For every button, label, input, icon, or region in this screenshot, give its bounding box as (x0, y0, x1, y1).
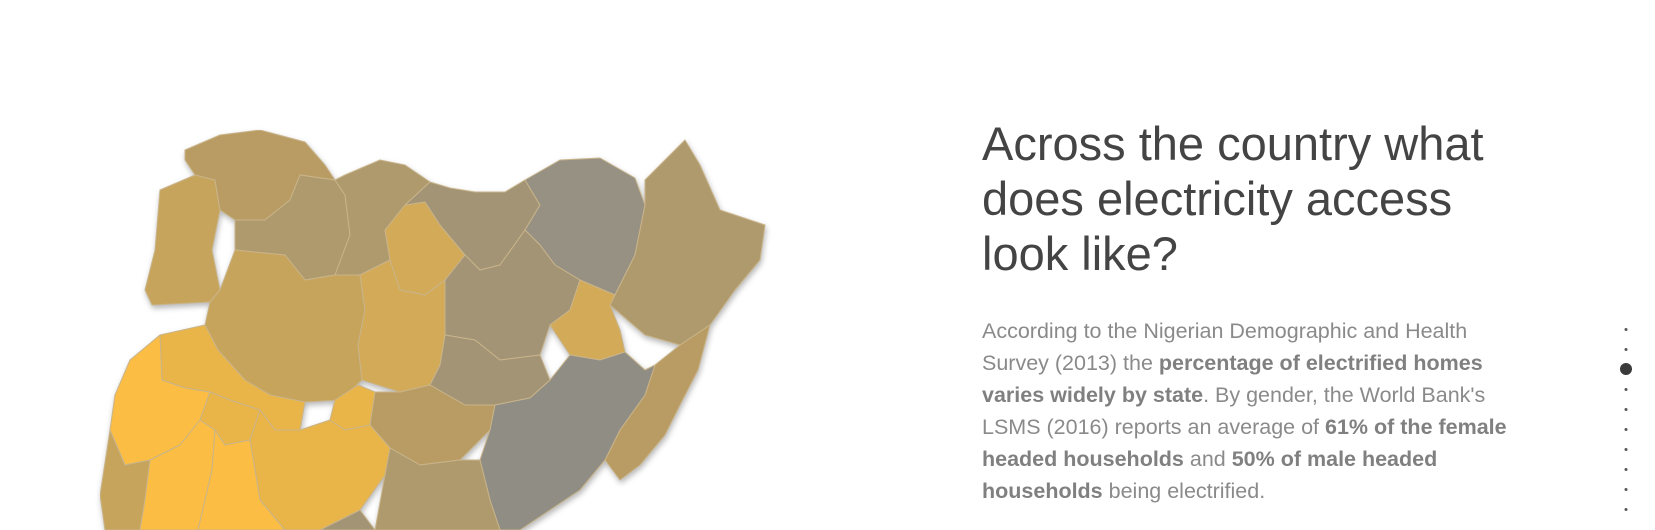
enugu-state (319, 509, 376, 530)
kebbi-state (144, 174, 221, 306)
nav-dot[interactable] (1624, 327, 1628, 331)
nigeria-electrification-map (100, 130, 766, 530)
body-emphasis: percentage of electrified homes varies w… (982, 351, 1483, 407)
kogi-state (249, 409, 391, 530)
section-body: According to the Nigerian Demographic an… (982, 315, 1507, 507)
nav-dot[interactable] (1624, 407, 1628, 411)
nav-dot[interactable] (1624, 447, 1628, 451)
body-text: being electrified. (1102, 479, 1266, 503)
body-emphasis: 61% of the female headed households (982, 415, 1507, 471)
body-emphasis: 50% of male headed households (982, 447, 1438, 503)
ondo-state (197, 429, 286, 530)
benue-state (374, 447, 501, 530)
nav-dot[interactable] (1620, 363, 1632, 375)
nav-dot[interactable] (1624, 507, 1628, 511)
body-text: and (1183, 447, 1232, 471)
nav-dot[interactable] (1624, 487, 1628, 491)
section-nav-dots (1617, 322, 1635, 522)
nav-dot[interactable] (1624, 427, 1628, 431)
nav-dot[interactable] (1624, 347, 1628, 351)
nav-dot[interactable] (1624, 467, 1628, 471)
nav-dot[interactable] (1624, 387, 1628, 391)
section-title: Across the country what does electricity… (982, 117, 1484, 280)
body-text: . By gender, the World Bank's LSMS (2016… (982, 383, 1486, 439)
body-text: According to the Nigerian Demographic an… (982, 319, 1468, 375)
section-text: Across the country what does electricity… (982, 116, 1507, 507)
